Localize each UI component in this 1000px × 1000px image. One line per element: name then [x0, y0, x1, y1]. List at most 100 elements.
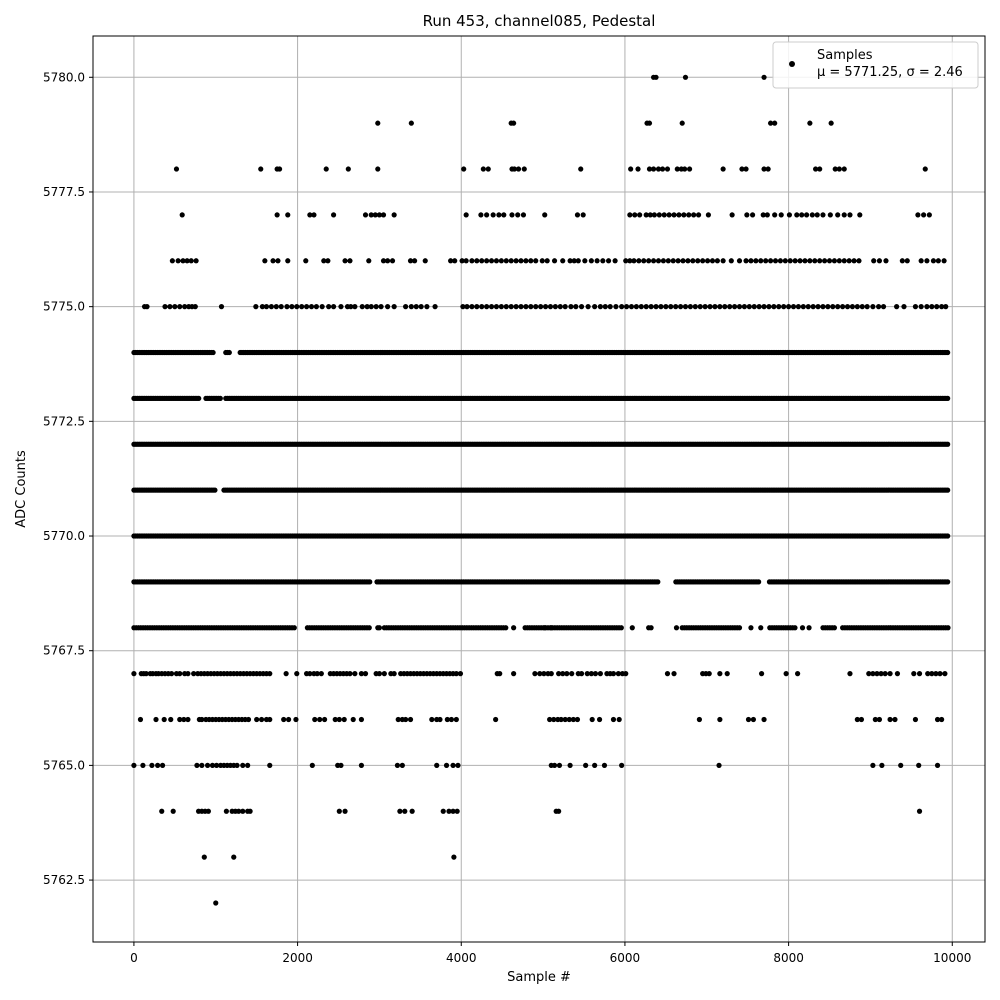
data-point [172, 304, 178, 310]
data-point [254, 716, 260, 723]
data-point [461, 166, 467, 172]
data-point [813, 166, 819, 172]
data-point [562, 304, 568, 310]
data-point [330, 212, 337, 218]
data-point [188, 258, 194, 264]
data-point [746, 304, 752, 310]
data-point [259, 304, 265, 310]
data-point [787, 258, 793, 264]
data-point [236, 808, 242, 814]
data-point [213, 900, 219, 906]
data-point [159, 808, 165, 814]
data-point [469, 304, 475, 310]
data-point [601, 762, 608, 768]
data-point [578, 671, 585, 677]
data-point [671, 212, 677, 218]
data-point [258, 716, 265, 723]
data-point [916, 762, 922, 768]
data-point [185, 716, 191, 723]
data-point [674, 166, 680, 172]
data-point [503, 258, 509, 264]
data-point [403, 304, 409, 310]
data-point [679, 120, 685, 126]
data-point [722, 304, 728, 310]
data-point [635, 166, 641, 172]
data-point [368, 304, 374, 310]
data-point [321, 258, 327, 264]
data-point [786, 304, 792, 310]
data-point [446, 808, 452, 814]
data-point [636, 258, 642, 264]
data-point [437, 716, 443, 723]
data-point [380, 258, 387, 264]
data-point [469, 258, 475, 264]
data-point [450, 762, 456, 768]
data-point [273, 304, 279, 310]
data-point [912, 716, 919, 723]
data-point [511, 166, 518, 172]
data-point [422, 258, 428, 264]
data-point [764, 212, 770, 218]
data-point [408, 304, 414, 310]
data-point [573, 304, 579, 310]
data-point [771, 304, 777, 310]
data-point [574, 716, 581, 723]
data-point [800, 304, 806, 310]
data-point [484, 212, 490, 218]
data-point [511, 120, 517, 126]
data-point [520, 212, 527, 218]
data-point [515, 212, 521, 218]
data-point [792, 258, 798, 264]
data-point [159, 762, 166, 768]
data-point [560, 258, 566, 264]
data-point [585, 304, 591, 310]
data-point [480, 166, 486, 172]
data-point [294, 671, 300, 677]
data-point [597, 304, 603, 310]
data-point [556, 808, 562, 814]
data-point [131, 671, 137, 677]
data-point [547, 716, 553, 723]
data-point [196, 395, 202, 401]
data-point [776, 304, 782, 310]
data-point [552, 304, 558, 310]
data-point [307, 212, 313, 218]
data-point [155, 762, 161, 768]
data-point [712, 304, 718, 310]
data-point [267, 762, 273, 768]
data-point [856, 258, 862, 264]
data-point [338, 762, 344, 768]
data-point [904, 258, 910, 264]
data-point [366, 258, 372, 264]
data-point [666, 212, 672, 218]
data-point [937, 671, 943, 677]
data-point [929, 304, 935, 310]
data-point [299, 304, 305, 310]
data-point [911, 671, 917, 677]
data-point [307, 671, 313, 677]
data-point [429, 716, 435, 723]
data-point [653, 304, 659, 310]
data-point [463, 212, 469, 218]
data-point [570, 716, 576, 723]
data-point [551, 258, 558, 264]
data-point [767, 120, 774, 126]
data-point [653, 74, 659, 80]
data-point [655, 579, 661, 585]
data-point [921, 212, 927, 218]
data-point [457, 671, 464, 677]
data-point [583, 762, 589, 768]
data-point [588, 671, 594, 677]
data-point [285, 716, 292, 723]
data-point [131, 762, 137, 768]
data-point [847, 671, 853, 677]
data-point [918, 258, 924, 264]
data-point [503, 625, 509, 631]
data-point [874, 671, 880, 677]
data-point [651, 212, 657, 218]
data-point [615, 671, 621, 677]
data-point [930, 258, 937, 264]
data-point [551, 762, 558, 768]
data-point [673, 625, 680, 631]
data-point [805, 304, 811, 310]
